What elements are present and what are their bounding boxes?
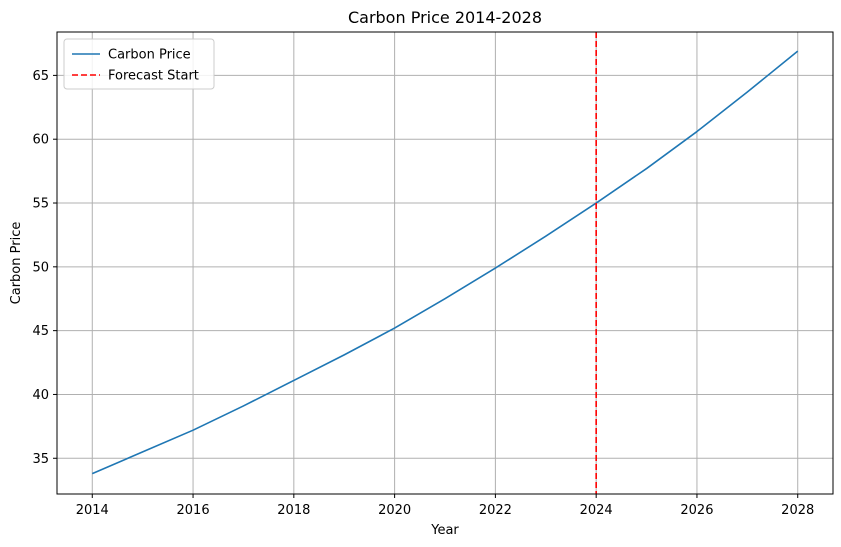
x-tick-label: 2028 (781, 503, 814, 518)
x-tick-label: 2018 (277, 503, 310, 518)
x-tick-label: 2026 (680, 503, 713, 518)
x-tick-label: 2014 (76, 503, 109, 518)
series-line-carbon-price (91, 50, 799, 475)
x-axis-label: Year (430, 523, 459, 538)
y-tick-label: 40 (32, 388, 49, 403)
legend-label: Forecast Start (108, 69, 199, 84)
y-axis: 35 40 45 50 55 60 65 (32, 69, 57, 467)
x-axis: 2014 2016 2018 2020 2022 2024 2026 2028 (76, 494, 814, 518)
x-tick-label: 2016 (177, 503, 210, 518)
legend-box (63, 38, 215, 90)
grid (57, 32, 833, 494)
plot-area (91, 32, 799, 494)
x-tick-label: 2020 (378, 503, 411, 518)
y-tick-label: 50 (32, 260, 49, 275)
y-tick-label: 65 (32, 69, 49, 84)
x-tick-label: 2024 (580, 503, 613, 518)
y-tick-label: 60 (32, 133, 49, 148)
plot-frame (56, 31, 834, 495)
legend: Carbon Price Forecast Start (63, 38, 215, 90)
y-tick-label: 35 (32, 452, 49, 467)
legend-label: Carbon Price (108, 48, 191, 63)
y-tick-label: 45 (32, 324, 49, 339)
chart-title: Carbon Price 2014-2028 (348, 8, 542, 27)
x-tick-label: 2022 (479, 503, 512, 518)
y-tick-label: 55 (32, 197, 49, 212)
y-axis-label: Carbon Price (9, 222, 24, 305)
